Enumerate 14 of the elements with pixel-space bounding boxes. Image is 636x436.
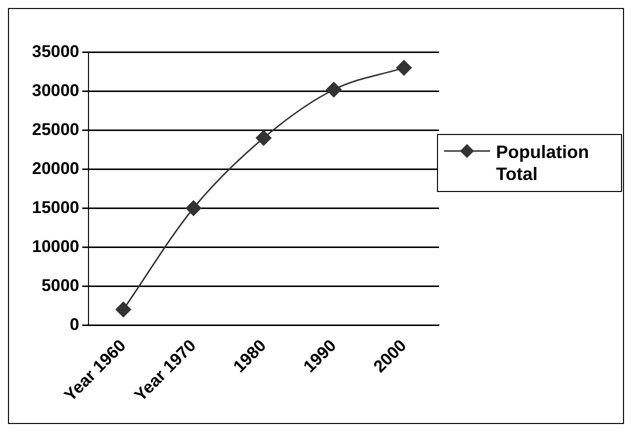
point (326, 82, 342, 98)
y-tick-label: 20000 (32, 158, 80, 178)
point (116, 302, 132, 318)
point (396, 60, 412, 76)
y-tick-label: 0 (70, 314, 80, 334)
y-tick-label: 35000 (32, 42, 80, 61)
point (256, 130, 272, 146)
y-tick-label: 15000 (32, 198, 80, 217)
y-tick-label: 5000 (41, 276, 80, 295)
y-tick-label: 25000 (32, 120, 80, 139)
point (186, 200, 202, 216)
y-tick-label: 10000 (32, 236, 80, 256)
y-tick-label: 30000 (32, 80, 80, 100)
legend-label: Population Total (496, 142, 589, 184)
